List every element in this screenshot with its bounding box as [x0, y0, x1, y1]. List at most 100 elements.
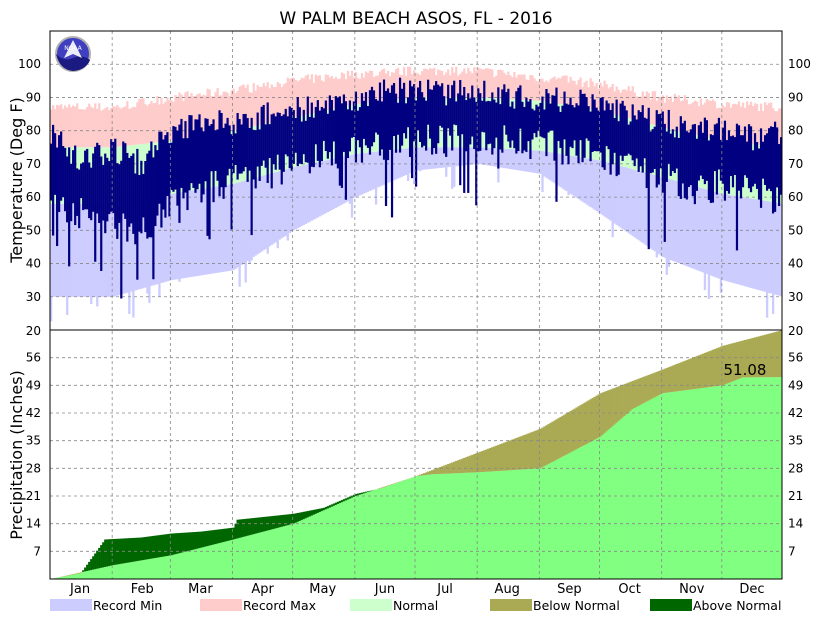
precip-normal-bar: [629, 410, 632, 579]
record-max-bar: [749, 101, 753, 144]
precip-above-normal-bar: [210, 530, 213, 546]
precip-normal-bar: [58, 577, 61, 579]
record-max-bar: [741, 102, 745, 143]
record-min-bar: [557, 153, 560, 186]
observed-temperature-bar: [74, 145, 77, 226]
precip-normal-bar: [70, 575, 73, 579]
precip-below-normal-bar: [639, 377, 642, 405]
observed-temperature-bar: [593, 99, 596, 151]
record-max-bar: [467, 67, 470, 98]
record-min-bar: [122, 202, 125, 294]
record-min-bar: [657, 176, 660, 255]
record-min-bar: [260, 176, 263, 252]
precip-below-normal-bar: [585, 401, 588, 445]
precip-below-normal-bar: [613, 387, 616, 425]
precip-normal-bar: [304, 518, 308, 579]
precip-above-normal-bar: [138, 537, 141, 561]
observed-temperature-bar: [228, 125, 231, 169]
precip-below-normal-bar: [507, 441, 510, 471]
record-min-bar: [773, 202, 777, 295]
record-min-bar: [599, 160, 602, 214]
observed-temperature-bar: [705, 120, 708, 181]
precip-below-normal-bar: [619, 385, 622, 420]
chart-title: W PALM BEACH ASOS, FL - 2016: [279, 9, 552, 29]
observed-temperature-bar: [419, 80, 422, 143]
precip-above-normal-bar: [304, 511, 308, 519]
observed-temperature-bar: [701, 132, 704, 180]
record-min-bar: [419, 147, 422, 172]
precip-above-normal-bar: [114, 538, 117, 565]
observed-temperature-bar: [677, 137, 680, 197]
precip-normal-bar: [298, 520, 301, 579]
record-min-bar: [469, 147, 472, 165]
record-max-bar: [707, 100, 711, 138]
record-min-bar: [412, 147, 416, 184]
record-min-bar: [719, 193, 723, 294]
record-max-bar: [232, 88, 235, 131]
record-max-bar: [344, 79, 348, 107]
precip-above-normal-bar: [120, 538, 123, 564]
precip-normal-bar: [677, 391, 681, 579]
precip-normal-bar: [467, 472, 470, 579]
observed-temperature-bar: [148, 150, 151, 238]
record-max-bar: [356, 77, 360, 104]
precip-above-normal-bar: [166, 534, 169, 556]
observed-temperature-bar: [505, 92, 508, 135]
record-min-bar: [577, 156, 580, 200]
record-min-bar: [775, 202, 779, 296]
precip-normal-bar: [146, 559, 149, 579]
observed-temperature-bar: [122, 141, 125, 214]
precip-above-normal-bar: [182, 532, 185, 553]
precip-tick-right: 14: [788, 517, 803, 531]
precip-normal-bar: [76, 573, 79, 579]
precip-below-normal-bar: [679, 362, 683, 391]
record-min-bar: [625, 167, 628, 232]
record-min-bar: [515, 149, 518, 170]
precip-normal-bar: [156, 557, 159, 579]
record-max-bar: [649, 99, 652, 125]
record-min-bar: [146, 197, 149, 294]
record-max-bar: [410, 74, 414, 98]
precip-normal-bar: [284, 525, 287, 579]
precip-below-normal-bar: [637, 378, 640, 406]
precip-normal-bar: [216, 543, 219, 579]
record-min-bar: [204, 188, 207, 275]
precip-normal-bar: [108, 566, 111, 579]
observed-temperature-bar: [649, 131, 652, 174]
observed-temperature-bar: [308, 116, 311, 174]
observed-temperature-bar: [150, 141, 153, 238]
precip-below-normal-bar: [487, 448, 490, 472]
record-max-bar: [531, 75, 534, 101]
record-min-bar: [503, 148, 506, 169]
precip-normal-bar: [86, 570, 89, 579]
observed-temperature-bar: [208, 125, 211, 240]
observed-temperature-bar: [78, 169, 81, 229]
precip-below-normal-bar: [687, 359, 691, 390]
precip-above-normal-bar: [340, 500, 344, 503]
record-min-bar: [124, 201, 127, 294]
record-max-bar: [234, 93, 237, 131]
precip-normal-bar: [214, 544, 217, 579]
precip-normal-bar: [232, 539, 235, 579]
record-min-bar: [282, 169, 285, 237]
precip-normal-bar: [545, 465, 548, 579]
record-min-bar: [489, 147, 492, 166]
observed-temperature-bar: [627, 124, 630, 154]
precip-below-normal-bar: [509, 440, 512, 471]
precip-normal-bar: [124, 563, 127, 579]
record-max-bar: [643, 95, 646, 123]
temperature-tick-right: 60: [788, 190, 803, 204]
record-max-bar: [739, 106, 743, 143]
precip-normal-bar: [715, 386, 719, 579]
record-max-bar: [733, 103, 737, 142]
record-min-bar: [645, 172, 648, 246]
observed-temperature-bar: [292, 110, 295, 164]
record-max-bar: [202, 94, 205, 136]
precip-normal-bar: [577, 448, 580, 579]
precip-below-normal-bar: [597, 394, 600, 438]
precip-above-normal-bar: [82, 570, 85, 572]
record-min-bar: [547, 151, 550, 180]
record-min-bar: [84, 203, 87, 297]
precip-normal-bar: [164, 556, 167, 579]
